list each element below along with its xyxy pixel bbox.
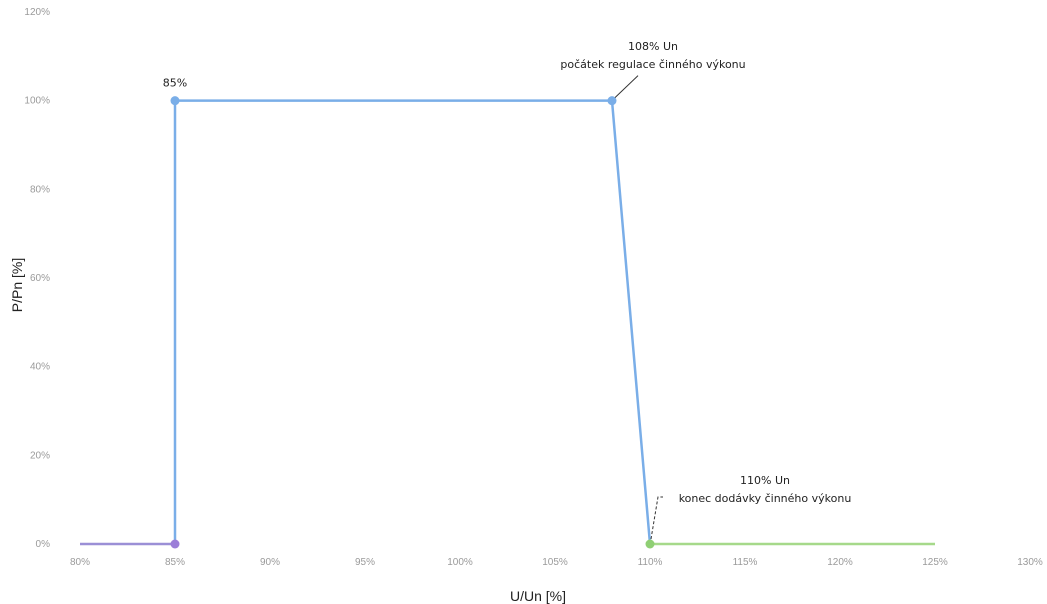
- y-tick-label: 40%: [30, 362, 50, 373]
- x-tick-label: 90%: [260, 557, 280, 568]
- x-tick-label: 80%: [70, 557, 90, 568]
- data-point: [170, 539, 180, 549]
- y-tick-label: 20%: [30, 450, 50, 461]
- annotation-text: počátek regulace činného výkonu: [560, 58, 745, 71]
- x-tick-label: 100%: [447, 557, 473, 568]
- series-line: [173, 99, 652, 545]
- data-point: [170, 96, 180, 106]
- annotation-leader: [650, 496, 663, 540]
- annotation-text: 110% Un: [740, 474, 790, 487]
- x-tick-label: 115%: [733, 557, 758, 568]
- y-tick-label: 120%: [24, 7, 50, 18]
- x-tick-label: 125%: [922, 557, 948, 568]
- x-tick-label: 110%: [638, 557, 663, 568]
- y-tick-label: 60%: [30, 273, 50, 284]
- data-point: [645, 539, 655, 549]
- data-point: [607, 96, 617, 106]
- y-tick-label: 0%: [36, 539, 51, 550]
- data-label: 85%: [163, 77, 187, 90]
- annotation-text: konec dodávky činného výkonu: [679, 492, 852, 505]
- annotation-leader: [614, 75, 639, 99]
- x-axis-title: U/Un [%]: [510, 588, 566, 604]
- series-lines: [80, 99, 935, 546]
- annotations: 108% Un počátek regulace činného výkonu 11…: [560, 40, 852, 540]
- y-axis-ticks: 0% 20% 40% 60% 80% 100% 120%: [24, 7, 50, 550]
- x-tick-label: 120%: [827, 557, 853, 568]
- annotation-text: 108% Un: [628, 40, 678, 53]
- x-axis-ticks: 80% 85% 90% 95% 100% 105% 110% 115% 120% 125% 130%: [70, 557, 1043, 568]
- point-markers: [170, 96, 655, 549]
- y-axis-title: P/Pn [%]: [9, 258, 25, 312]
- x-tick-label: 85%: [165, 557, 185, 568]
- x-tick-label: 130%: [1017, 557, 1043, 568]
- x-tick-label: 95%: [355, 557, 375, 568]
- y-tick-label: 100%: [24, 96, 50, 107]
- y-tick-label: 80%: [30, 184, 50, 195]
- point-labels: 85%: [163, 77, 187, 90]
- x-tick-label: 105%: [542, 557, 568, 568]
